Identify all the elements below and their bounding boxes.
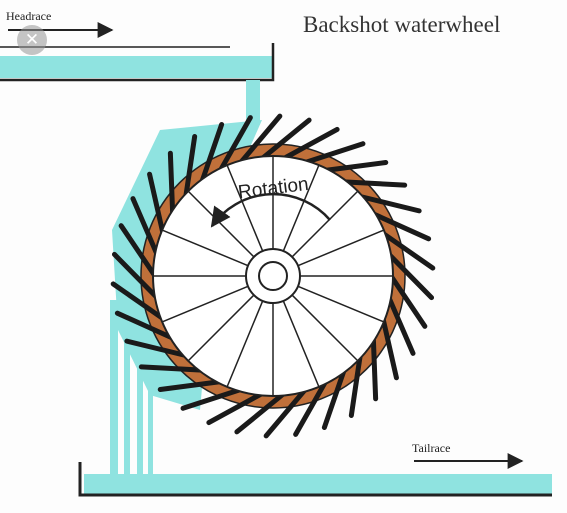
- wheel-blade: [157, 379, 223, 393]
- wheel-blade: [302, 141, 366, 166]
- wheel-blades: [110, 113, 436, 439]
- wheel-blade: [180, 386, 244, 411]
- wheel-spoke: [291, 294, 359, 362]
- wheel-blade: [217, 115, 253, 173]
- close-button[interactable]: ✕: [17, 25, 47, 55]
- wheel-blade: [386, 295, 416, 356]
- wheel-blade: [199, 121, 225, 185]
- wheel-blade: [118, 223, 158, 279]
- wheel-blade: [321, 367, 347, 431]
- water-streams: [110, 300, 153, 475]
- wheel-blade: [130, 196, 160, 257]
- wheel-blade: [259, 117, 312, 162]
- wheel-blade: [281, 126, 340, 162]
- wheel-spoke: [282, 300, 320, 388]
- wheel-spoke: [226, 300, 264, 388]
- wheel-spoke: [161, 229, 249, 267]
- wheel-blade: [183, 133, 198, 200]
- wheel-blade: [263, 386, 308, 439]
- wheel-blade: [111, 251, 160, 301]
- tailrace-channel: [78, 462, 552, 497]
- wheel-blade: [348, 352, 363, 419]
- headrace-flume: [0, 43, 275, 82]
- wheel-spoke: [282, 164, 320, 252]
- wheel-spoke: [226, 164, 264, 252]
- wheel-blade: [167, 150, 176, 217]
- wheel-blade: [147, 171, 166, 236]
- water-chute: [246, 80, 260, 125]
- wheel-hub-inner: [258, 261, 288, 291]
- tailrace-label: Tailrace: [412, 441, 451, 455]
- wheel-blade: [138, 364, 205, 373]
- diagram-title: Backshot waterwheel: [303, 12, 501, 37]
- wheel-blade: [386, 251, 435, 301]
- wheel-blade: [370, 211, 432, 242]
- rotation-arrow: [210, 192, 331, 228]
- wheel-spoke: [161, 285, 249, 323]
- wheel-blade: [238, 113, 283, 166]
- wheel-blade: [124, 338, 189, 358]
- wheel-spoke: [297, 285, 385, 323]
- wheel-blade: [357, 194, 422, 214]
- close-icon: ✕: [24, 30, 40, 50]
- wheel-spoke: [297, 229, 385, 267]
- wheel-spoke: [291, 190, 359, 258]
- wheel-blade: [341, 179, 408, 188]
- wheel-blade: [388, 273, 428, 329]
- wheel-blade: [370, 335, 379, 402]
- wheel-blade: [234, 390, 287, 435]
- headrace-label: Headrace: [6, 9, 52, 23]
- wheel-blade: [380, 230, 436, 271]
- wheel-spokes: [153, 156, 393, 396]
- wheel-blade: [110, 281, 166, 322]
- wheel-blade: [293, 379, 329, 437]
- wheel-spoke: [187, 294, 255, 362]
- wheel-blade: [114, 310, 176, 341]
- wheel-blade: [206, 390, 265, 426]
- wheel-blade: [323, 159, 389, 173]
- wheel-blade: [380, 316, 399, 381]
